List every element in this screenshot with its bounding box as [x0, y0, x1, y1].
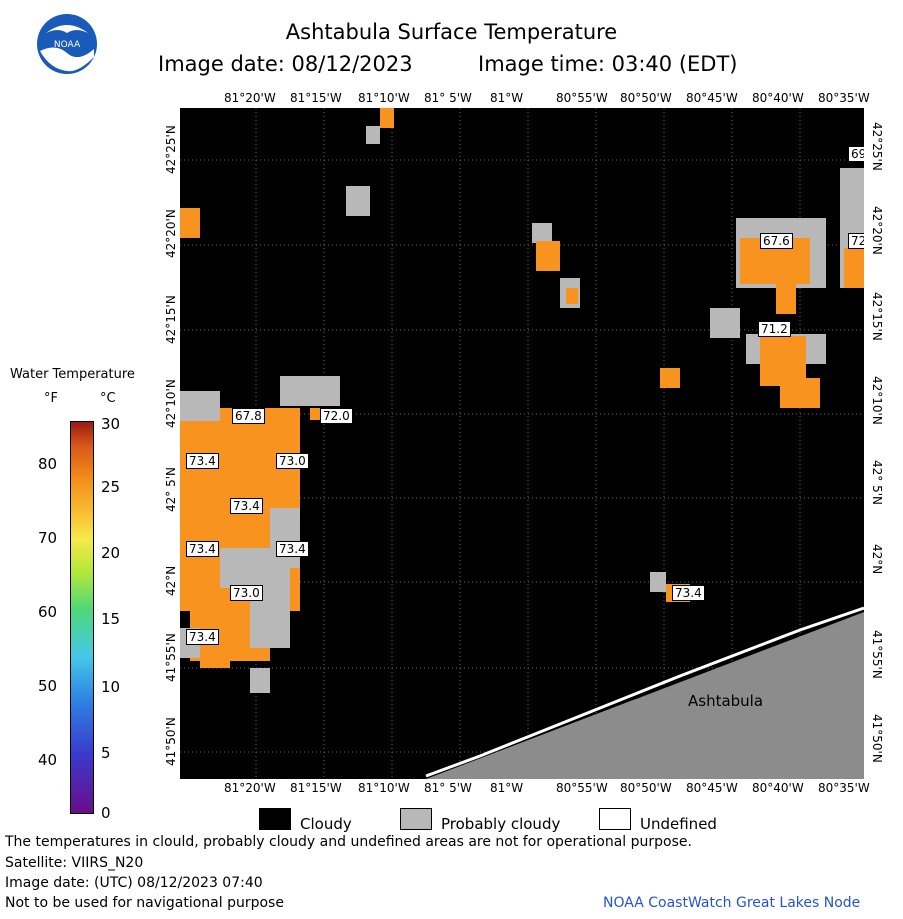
- f-tick: 80: [38, 455, 58, 473]
- temp-label: 72.0: [320, 408, 353, 424]
- bottom-lon-tick: 80°35'W: [818, 781, 870, 795]
- cloudy-label: Cloudy: [300, 815, 352, 833]
- top-lon-tick: 81°15'W: [290, 91, 342, 105]
- c-tick: 30: [101, 415, 121, 433]
- shoreline: [425, 606, 864, 778]
- place-label: Ashtabula: [688, 692, 764, 710]
- temp-label: 72: [848, 233, 864, 249]
- right-lat-tick: 42°20'N: [870, 206, 884, 255]
- right-lat-tick: 42°15'N: [870, 292, 884, 341]
- bottom-lon-tick: 81°15'W: [290, 781, 342, 795]
- right-lat-tick: 42°25'N: [870, 122, 884, 171]
- c-tick: 0: [101, 804, 111, 822]
- top-lon-tick: 81°20'W: [224, 91, 276, 105]
- top-lon-tick: 80°40'W: [752, 91, 804, 105]
- c-tick: 10: [101, 678, 121, 696]
- north-patch: [380, 108, 394, 128]
- cloudy-swatch: [259, 808, 291, 830]
- legend-unit-f: °F: [44, 391, 58, 406]
- left-lat-tick: 42°20'N: [164, 209, 178, 258]
- temp-label: 71.2: [758, 321, 791, 337]
- left-lat-tick: 42° 5'N: [164, 467, 178, 512]
- temp-label: 73.4: [186, 629, 219, 645]
- left-lat-tick: 42°10'N: [164, 379, 178, 428]
- image-time: Image time: 03:40 (EDT): [478, 52, 738, 76]
- temp-label: 69: [848, 146, 864, 162]
- bottom-lon-tick: 80°45'W: [686, 781, 738, 795]
- right-lat-tick: 41°55'N: [870, 630, 884, 679]
- footer-credit: NOAA CoastWatch Great Lakes Node: [603, 895, 861, 911]
- top-lon-tick: 80°45'W: [686, 91, 738, 105]
- right-lat-tick: 42° 5'N: [870, 460, 884, 505]
- probably-cloudy-swatch: [400, 808, 432, 830]
- north-patch-2: [346, 186, 370, 216]
- noaa-logo: NOAA: [37, 14, 97, 74]
- c-tick: 15: [101, 610, 121, 628]
- left-lat-tick: 41°50'N: [164, 717, 178, 766]
- c-tick: 25: [101, 478, 121, 496]
- bottom-lon-tick: 81°W: [490, 781, 524, 795]
- undefined-swatch: [599, 808, 631, 830]
- c-tick: 20: [101, 544, 121, 562]
- top-lon-tick: 80°35'W: [818, 91, 870, 105]
- f-tick: 50: [38, 677, 58, 695]
- c-tick: 5: [101, 744, 111, 762]
- probably-cloudy-label: Probably cloudy: [441, 815, 561, 833]
- f-tick: 60: [38, 603, 58, 621]
- footer-satellite: Satellite: VIIRS_N20: [5, 855, 144, 871]
- map-canvas: [180, 108, 864, 779]
- temp-label: 73.0: [276, 453, 309, 469]
- top-lon-tick: 81°10'W: [358, 91, 410, 105]
- temp-label: 73.4: [230, 498, 263, 514]
- left-lat-tick: 41°55'N: [164, 633, 178, 682]
- top-lon-tick: 80°50'W: [620, 91, 672, 105]
- logo-text: NOAA: [54, 40, 81, 50]
- top-lon-tick: 81°W: [490, 91, 524, 105]
- right-lat-tick: 41°50'N: [870, 714, 884, 763]
- temp-label: 73.0: [230, 585, 263, 601]
- footer-note: The temperatures in clould, probably clo…: [5, 834, 692, 850]
- undefined-label: Undefined: [640, 815, 717, 833]
- temp-label: 67.6: [760, 233, 793, 249]
- footer-utc-date: Image date: (UTC) 08/12/2023 07:40: [5, 875, 263, 891]
- left-lat-tick: 42°25'N: [164, 125, 178, 174]
- legend-unit-c: °C: [100, 391, 116, 406]
- temp-label: 67.8: [232, 408, 265, 424]
- bottom-lon-tick: 81°10'W: [358, 781, 410, 795]
- north-patch-cloud: [366, 126, 380, 144]
- colorbar: [70, 421, 94, 814]
- image-date: Image date: 08/12/2023: [158, 52, 413, 76]
- top-lon-tick: 81° 5'W: [424, 91, 472, 105]
- temp-label: 73.4: [186, 453, 219, 469]
- bottom-lon-tick: 81° 5'W: [424, 781, 472, 795]
- bottom-lon-tick: 80°55'W: [556, 781, 608, 795]
- legend-title: Water Temperature: [10, 367, 135, 382]
- bottom-lon-tick: 80°40'W: [752, 781, 804, 795]
- f-tick: 40: [38, 751, 58, 769]
- right-lat-tick: 42°N: [870, 544, 884, 575]
- left-lat-tick: 42°15'N: [164, 295, 178, 344]
- right-lat-tick: 42°10'N: [870, 376, 884, 425]
- left-lat-tick: 42°N: [164, 565, 178, 596]
- temp-label: 73.4: [186, 541, 219, 557]
- temp-label: 73.4: [276, 541, 309, 557]
- bottom-lon-tick: 81°20'W: [224, 781, 276, 795]
- temp-label: 73.4: [672, 585, 705, 601]
- west-water-region: [180, 208, 340, 693]
- bottom-lon-tick: 80°50'W: [620, 781, 672, 795]
- footer-nav-warning: Not to be used for navigational purpose: [5, 895, 284, 911]
- land-area: [426, 612, 864, 779]
- page-title: Ashtabula Surface Temperature: [285, 20, 618, 44]
- f-tick: 70: [38, 529, 58, 547]
- top-lon-tick: 80°55'W: [556, 91, 608, 105]
- northeast-water-patch: [660, 168, 864, 408]
- central-water-patch: [532, 223, 580, 308]
- temperature-map: 69 67.6 72 71.2 67.8 72.0 73.4 73.0 73.4…: [180, 108, 864, 779]
